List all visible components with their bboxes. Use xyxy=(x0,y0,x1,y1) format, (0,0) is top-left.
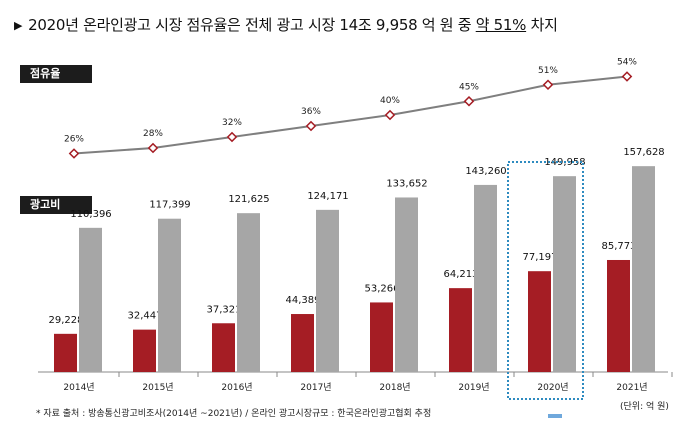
online-bar xyxy=(449,288,472,372)
category-tick-label: 2020년 xyxy=(537,382,568,393)
total-value-label: 124,171 xyxy=(307,191,348,202)
share-point xyxy=(463,95,475,107)
total-value-label: 117,399 xyxy=(149,200,190,211)
total-value-label: 110,396 xyxy=(70,209,111,220)
headline-suffix: 차지 xyxy=(526,16,558,34)
share-value-label: 45% xyxy=(459,82,479,92)
online-value-label: 53,266 xyxy=(365,283,400,294)
share-point xyxy=(621,71,633,82)
total-bar xyxy=(395,197,418,372)
online-bar xyxy=(212,323,235,372)
total-value-label: 143,260 xyxy=(465,166,506,177)
share-point xyxy=(147,142,159,154)
total-bar xyxy=(316,209,339,372)
share-section-tag: 점유율 xyxy=(20,65,92,83)
total-bar xyxy=(79,227,102,372)
share-value-label: 54% xyxy=(617,58,637,68)
share-point xyxy=(226,131,238,143)
total-bar xyxy=(632,166,655,372)
category-tick-label: 2017년 xyxy=(300,382,331,393)
total-value-label: 133,652 xyxy=(386,178,427,189)
share-line xyxy=(73,75,628,155)
highlight-box-2020 xyxy=(507,161,584,400)
category-tick-label: 2016년 xyxy=(221,382,252,393)
category-tick-label: 2015년 xyxy=(142,382,173,393)
share-value-label: 51% xyxy=(538,66,558,76)
total-bar xyxy=(474,184,497,372)
share-point xyxy=(305,120,317,132)
online-bar xyxy=(607,259,630,372)
online-bar xyxy=(133,329,156,372)
share-value-label: 32% xyxy=(222,118,242,128)
online-bar xyxy=(291,314,314,372)
online-value-label: 32,447 xyxy=(128,311,163,322)
online-bar xyxy=(54,333,77,372)
unit-label: (단위: 억 원) xyxy=(620,402,669,412)
headline: ▶ 2020년 온라인광고 시장 점유율은 전체 광고 시장 14조 9,958 … xyxy=(14,14,558,35)
share-value-label: 28% xyxy=(143,129,163,139)
share-point xyxy=(384,109,396,121)
category-tick-label: 2014년 xyxy=(63,382,94,393)
share-point xyxy=(542,79,554,91)
category-tick-label: 2019년 xyxy=(458,382,489,393)
online-value-label: 64,213 xyxy=(444,269,479,280)
total-bar xyxy=(553,176,576,372)
online-value-label: 37,321 xyxy=(207,304,242,315)
source-footnote: * 자료 출처 : 방송통신광고비조사(2014년 ~2021년) / 온라인 … xyxy=(36,409,432,419)
total-bar xyxy=(237,213,260,372)
online-bar xyxy=(370,302,393,372)
share-value-label: 40% xyxy=(380,96,400,106)
headline-prefix: 2020년 온라인광고 시장 점유율은 전체 광고 시장 14조 9,958 억… xyxy=(28,16,476,34)
share-value-label: 26% xyxy=(64,135,84,145)
online-value-label: 77,197 xyxy=(523,252,558,263)
total-value-label: 121,625 xyxy=(228,194,269,205)
online-value-label: 29,228 xyxy=(49,315,84,326)
spend-section-tag: 광고비 xyxy=(20,196,92,214)
headline-highlight: 약 51% xyxy=(475,16,527,34)
total-value-label: 157,628 xyxy=(623,147,664,158)
online-value-label: 44,389 xyxy=(286,295,321,306)
legend-swatch xyxy=(548,414,562,418)
share-value-label: 36% xyxy=(301,107,321,117)
category-tick-label: 2021년 xyxy=(616,382,647,393)
total-bar xyxy=(158,218,181,372)
category-tick-label: 2018년 xyxy=(379,382,410,393)
online-value-label: 85,773 xyxy=(602,241,637,252)
triangle-bullet-icon: ▶ xyxy=(14,19,23,32)
online-bar xyxy=(528,271,551,372)
share-point xyxy=(68,148,80,159)
